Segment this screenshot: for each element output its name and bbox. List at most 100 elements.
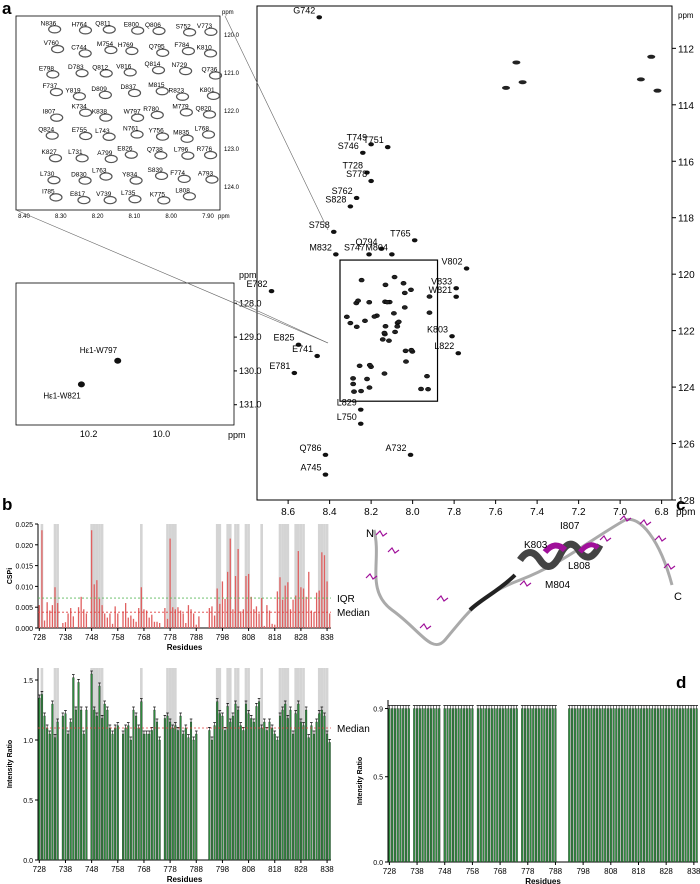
cspi-bar-chart: 0.000 0.005 0.010 0.015 0.020 0.025 728 738 748 7… — [7, 522, 370, 652]
peak-label: H769 — [118, 42, 134, 49]
sidechain-peak — [653, 88, 662, 93]
bar — [402, 708, 405, 863]
bar — [665, 708, 668, 863]
peak-e782 — [268, 289, 275, 294]
bar — [122, 733, 125, 861]
x-tick-label: 7.4 — [530, 507, 544, 518]
bar — [676, 708, 679, 863]
bar — [485, 708, 488, 863]
x-tick-label: 7.90 — [202, 214, 214, 220]
peak-label: Q814 — [145, 61, 161, 68]
peak-label: Q812 — [92, 64, 108, 71]
bar — [140, 701, 143, 861]
peak-label: L822 — [434, 341, 454, 351]
peak-e825 — [295, 342, 302, 347]
bar — [284, 703, 287, 861]
peak-label: S752 — [176, 23, 192, 30]
bar — [54, 737, 56, 861]
peak-label: L763 — [92, 167, 107, 174]
y-tick-label: 0.5 — [23, 798, 33, 805]
bar — [388, 708, 391, 863]
bar — [179, 715, 182, 861]
bar — [515, 708, 518, 863]
shaded-residue — [166, 524, 169, 628]
bar — [278, 715, 281, 861]
bar — [320, 709, 323, 861]
panel-label-b: b — [2, 495, 12, 514]
bar — [637, 708, 640, 863]
bar — [407, 708, 410, 863]
y-axis-label: Intensity Ratio — [7, 740, 14, 788]
peak-cluster — [381, 371, 388, 376]
peak-contour — [177, 174, 191, 184]
x-tick-label: 8.4 — [323, 507, 337, 518]
peak-contour — [203, 49, 218, 58]
peak-cluster — [350, 376, 356, 381]
peak-contour — [48, 25, 62, 34]
peak-cluster — [366, 362, 373, 368]
bar — [294, 713, 297, 861]
plot-frame — [256, 5, 673, 501]
peak-g742 — [316, 15, 323, 20]
peak-contour — [130, 113, 145, 122]
bar — [418, 708, 421, 863]
peak-cluster — [343, 314, 350, 320]
peak-label: S758 — [309, 220, 330, 230]
peak-contour — [99, 113, 113, 122]
peak-cluster — [400, 281, 407, 286]
sidechain-peak — [636, 77, 645, 82]
peak-label: E817 — [70, 191, 86, 198]
bar — [237, 709, 240, 861]
y-tick-label: 0.9 — [373, 707, 383, 714]
peak — [77, 381, 85, 388]
peak-label: I785 — [42, 188, 55, 195]
bar — [231, 715, 234, 861]
peak-contour — [78, 26, 93, 35]
bar — [695, 708, 698, 863]
peak-cluster — [358, 388, 364, 394]
peak-label: F737 — [42, 83, 57, 90]
peak-cluster — [418, 386, 424, 392]
peak-label: E755 — [72, 127, 88, 134]
bar — [95, 715, 98, 861]
peak-label: Q824 — [38, 127, 54, 134]
peak-label: L808 — [175, 187, 190, 194]
peak-label: T765 — [390, 228, 411, 238]
bar — [297, 703, 300, 861]
x-tick-label: 8.10 — [129, 214, 141, 220]
peak-contour — [152, 26, 166, 36]
peak-contour — [49, 87, 64, 97]
bar — [659, 708, 662, 863]
bar — [493, 708, 496, 863]
peak-label: L768 — [195, 126, 210, 133]
x-tick-label: 10.0 — [153, 429, 171, 439]
bar — [432, 708, 435, 863]
y-tick-label: 0.010 — [15, 584, 33, 591]
y-tick-label: 116 — [678, 157, 694, 168]
peak-contour — [49, 193, 63, 202]
peak-cluster — [401, 305, 408, 310]
bar — [234, 703, 237, 861]
bar — [446, 708, 449, 863]
helix — [517, 540, 604, 570]
peak-s746 — [360, 150, 366, 155]
y-tick-label: 114 — [678, 101, 694, 112]
bar — [268, 721, 271, 861]
peak-label: F784 — [174, 42, 189, 49]
shaded-residue — [140, 524, 143, 628]
bar — [656, 708, 659, 863]
c-terminus-label: C — [674, 591, 682, 603]
bar — [421, 708, 424, 863]
y-tick-label: 130.0 — [239, 366, 262, 376]
bar — [210, 739, 213, 861]
bar — [169, 721, 172, 861]
sidechain-peak — [647, 54, 656, 59]
peak-label: D837 — [121, 84, 137, 91]
x-tick-label: 828 — [294, 633, 308, 642]
peak-t751 — [384, 145, 391, 150]
x-tick-label: 808 — [242, 633, 256, 642]
bar — [457, 708, 460, 863]
bar — [171, 727, 174, 861]
bar — [443, 708, 446, 863]
